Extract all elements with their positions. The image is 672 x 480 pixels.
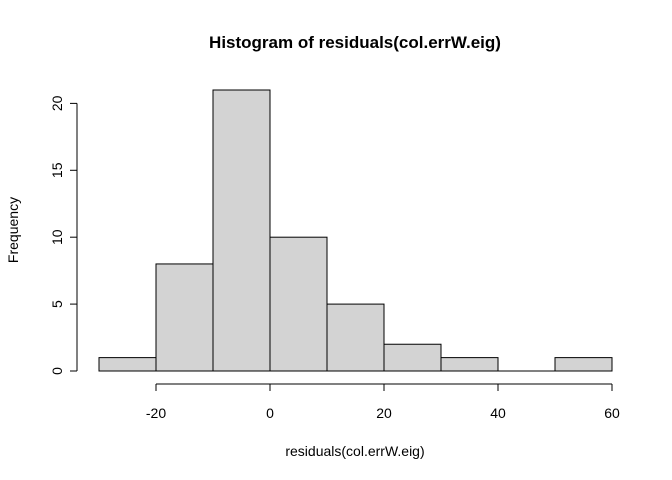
histogram-bar-4 (326, 303, 385, 372)
x-axis: -20 0 20 40 60 (146, 383, 620, 421)
histogram-bar-8 (554, 357, 613, 372)
y-axis: 0 5 10 15 20 (49, 95, 78, 375)
histogram-bar-3 (269, 236, 328, 372)
histogram-bar-2 (212, 89, 271, 372)
bars-group (98, 89, 613, 372)
histogram-bar-6 (440, 357, 499, 372)
x-tick-label: 20 (376, 405, 392, 421)
x-tick-label: 0 (266, 405, 274, 421)
y-tick-label: 10 (49, 229, 65, 245)
y-tick-label: 15 (49, 162, 65, 178)
histogram-bar-5 (383, 343, 442, 372)
x-tick-label: 60 (604, 405, 620, 421)
x-tick-label: 40 (490, 405, 506, 421)
y-tick-label: 5 (49, 300, 65, 308)
histogram-bar-0 (98, 357, 157, 372)
y-tick-label: 20 (49, 95, 65, 111)
y-tick-label: 0 (49, 367, 65, 375)
y-axis-title: Frequency (5, 197, 21, 263)
x-axis-title: residuals(col.errW.eig) (285, 443, 424, 459)
histogram-bar-1 (155, 263, 214, 372)
chart-title: Histogram of residuals(col.errW.eig) (209, 33, 501, 52)
x-tick-label: -20 (146, 405, 166, 421)
